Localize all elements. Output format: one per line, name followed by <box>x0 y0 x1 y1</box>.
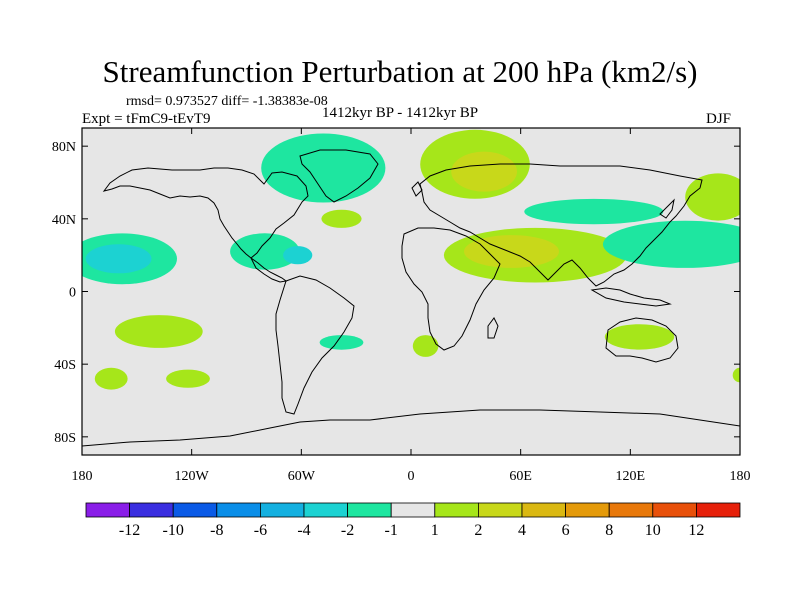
y-tick-label-2: 0 <box>69 286 76 301</box>
x-tick-label-0: 180 <box>72 469 93 484</box>
chart-title: Streamfunction Perturbation at 200 hPa (… <box>102 54 698 89</box>
field-3 <box>85 244 152 274</box>
y-tick-label-3: 40S <box>54 358 76 373</box>
coast-antarctica <box>82 409 740 447</box>
field-5 <box>283 246 313 265</box>
season-label: DJF <box>706 111 732 127</box>
field-18 <box>412 335 439 357</box>
coast-central-america <box>250 257 288 283</box>
colorbar-swatch-12 <box>608 502 654 518</box>
colorbar-swatch-11 <box>565 502 610 518</box>
colorbar-label-0: -12 <box>119 522 140 539</box>
colorbar-swatch-10 <box>521 502 566 518</box>
colorbar-swatch-5 <box>303 502 348 518</box>
colorbar-swatch-2 <box>172 502 218 518</box>
x-tick-label-4: 60E <box>509 469 532 484</box>
coast-uk <box>411 181 423 197</box>
colorbar-label-9: 4 <box>518 522 526 539</box>
colorbar-label-8: 2 <box>474 522 482 539</box>
colorbar-label-3: -6 <box>254 522 267 539</box>
colorbar-label-7: 1 <box>431 522 439 539</box>
x-tick-label-5: 120E <box>616 469 646 484</box>
field-19 <box>604 324 675 350</box>
colorbar-swatch-6 <box>347 502 392 518</box>
colorbar-swatch-4 <box>259 502 305 518</box>
colorbar-swatch-9 <box>477 502 523 518</box>
field-4 <box>230 233 300 270</box>
field-10 <box>464 235 559 268</box>
colorbar-label-13: 12 <box>688 522 704 539</box>
coast-africa <box>401 227 501 351</box>
colorbar-label-2: -8 <box>210 522 223 539</box>
x-tick-label-3: 0 <box>408 469 415 484</box>
colorbar-label-5: -2 <box>341 522 354 539</box>
colorbar-swatch-1 <box>129 502 174 518</box>
period-label: 1412kyr BP - 1412kyr BP <box>322 105 479 121</box>
field-12 <box>602 220 740 268</box>
colorbar-swatch-3 <box>216 502 261 518</box>
map-axes: 180 120W 60W 0 60E 120E 180 80N 40N 0 40S 80S <box>52 128 751 484</box>
colorbar-label-10: 6 <box>562 522 570 539</box>
coast-south-america <box>275 275 355 415</box>
field-11 <box>524 198 664 225</box>
plot-background <box>82 128 740 455</box>
field-8 <box>451 151 517 192</box>
coast-australia <box>605 317 679 363</box>
y-tick-label-1: 40N <box>52 213 76 228</box>
field-14 <box>114 315 203 348</box>
x-tick-label-2: 60W <box>288 469 316 484</box>
coastlines <box>82 149 740 447</box>
y-tick-label-0: 80N <box>52 140 76 155</box>
coast-europe-asia <box>419 163 703 287</box>
colorbar: -12 -10 -8 -6 -4 -2 -1 1 2 4 6 8 10 12 <box>85 502 741 539</box>
colorbar-label-12: 10 <box>645 522 661 539</box>
y-tick-label-4: 80S <box>54 431 76 446</box>
experiment-label: Expt = tFmC9-tEvT9 <box>82 111 211 127</box>
coast-madagascar <box>487 317 499 339</box>
colorbar-swatch-0 <box>85 502 130 518</box>
field-15 <box>94 367 128 390</box>
coast-maritime <box>590 287 672 307</box>
field-17 <box>319 335 364 350</box>
x-tick-label-6: 180 <box>730 469 751 484</box>
coast-north-america <box>102 167 309 259</box>
colorbar-label-4: -4 <box>297 522 310 539</box>
colorbar-label-6: -1 <box>385 522 398 539</box>
field-16 <box>166 369 210 388</box>
colorbar-swatch-7 <box>390 502 436 518</box>
colorbar-label-1: -10 <box>163 522 184 539</box>
colorbar-swatch-14 <box>696 502 741 518</box>
colorbar-label-11: 8 <box>605 522 613 539</box>
field-1 <box>261 133 386 203</box>
coast-japan <box>659 198 675 219</box>
field-13 <box>685 173 740 221</box>
coast-greenland <box>299 149 379 203</box>
field-20 <box>732 367 740 383</box>
colorbar-swatch-13 <box>652 502 697 518</box>
x-tick-label-1: 120W <box>175 469 210 484</box>
colorbar-swatch-8 <box>434 502 479 518</box>
field-6 <box>321 209 362 228</box>
stats-label: rmsd= 0.973527 diff= -1.38383e-08 <box>126 94 328 109</box>
